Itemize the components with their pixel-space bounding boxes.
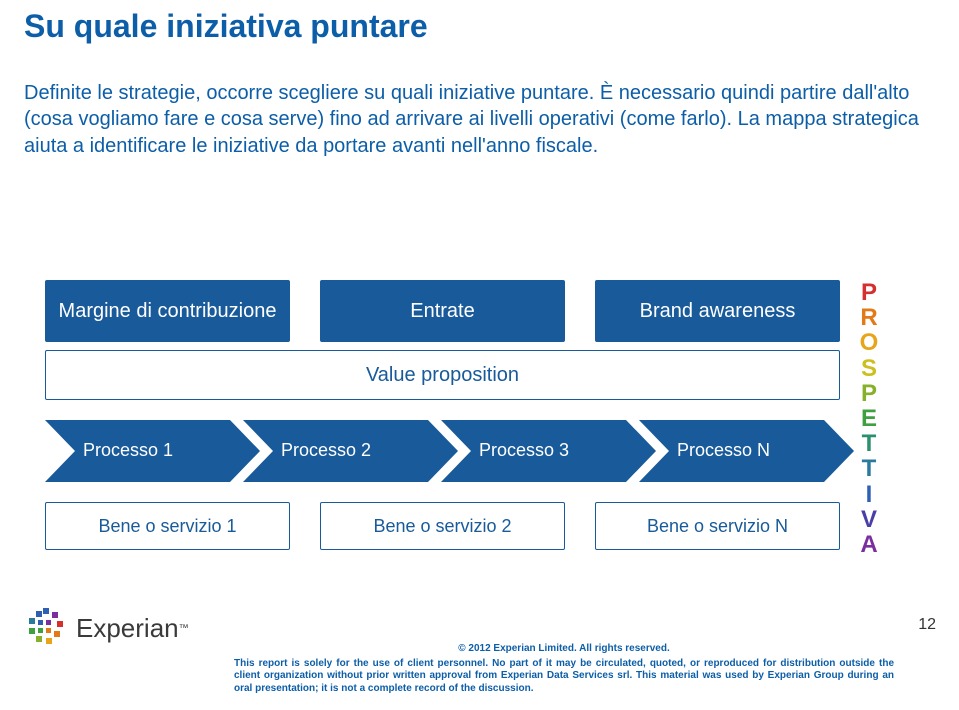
process-2: Processo 2 — [243, 420, 458, 482]
slide: Su quale iniziativa puntare Definite le … — [0, 0, 959, 710]
box-bene-1: Bene o servizio 1 — [45, 502, 290, 550]
process-n: Processo N — [639, 420, 854, 482]
logo-mark-icon — [24, 606, 68, 650]
vertical-prospettiva: P R O S P E T T I V A — [855, 280, 883, 557]
box-entrate: Entrate — [320, 280, 565, 342]
vletter: A — [855, 532, 883, 557]
diagram: Margine di contribuzione Entrate Brand a… — [30, 280, 930, 580]
box-margine: Margine di contribuzione — [45, 280, 290, 342]
process-row: Processo 1 Processo 2 Processo 3 Process… — [45, 420, 840, 482]
vletter: P — [855, 381, 883, 406]
box-bene-2: Bene o servizio 2 — [320, 502, 565, 550]
vletter: R — [855, 305, 883, 330]
vletter: O — [855, 330, 883, 355]
process-n-label: Processo N — [677, 440, 770, 461]
box-bene-n: Bene o servizio N — [595, 502, 840, 550]
body-paragraph: Definite le strategie, occorre scegliere… — [24, 80, 934, 159]
box-value-proposition: Value proposition — [45, 350, 840, 400]
logo: Experian™ — [24, 606, 189, 650]
vletter: T — [855, 456, 883, 481]
logo-text: Experian — [76, 613, 179, 644]
vletter: E — [855, 406, 883, 431]
box-brand: Brand awareness — [595, 280, 840, 342]
vletter: S — [855, 356, 883, 381]
logo-tm: ™ — [179, 623, 189, 634]
vletter: P — [855, 280, 883, 305]
process-2-label: Processo 2 — [281, 440, 371, 461]
page-number: 12 — [918, 616, 936, 634]
vletter: V — [855, 507, 883, 532]
process-3: Processo 3 — [441, 420, 656, 482]
copyright-line: © 2012 Experian Limited. All rights rese… — [234, 643, 894, 656]
page-title: Su quale iniziativa puntare — [24, 8, 428, 45]
process-1-label: Processo 1 — [83, 440, 173, 461]
disclaimer-line: This report is solely for the use of cli… — [234, 658, 894, 695]
footer-text: © 2012 Experian Limited. All rights rese… — [234, 643, 894, 696]
vletter: T — [855, 431, 883, 456]
process-1: Processo 1 — [45, 420, 260, 482]
vletter: I — [855, 482, 883, 507]
process-3-label: Processo 3 — [479, 440, 569, 461]
